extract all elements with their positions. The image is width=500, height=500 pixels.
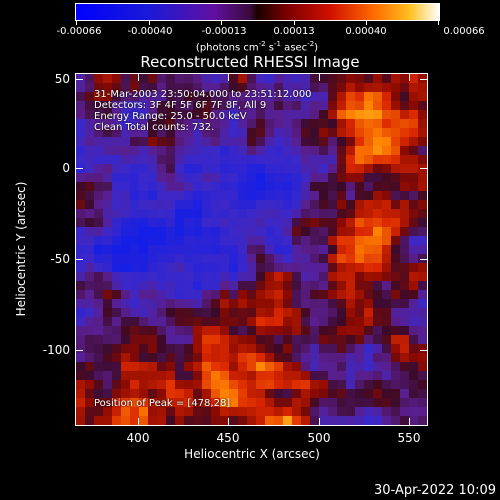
x-tick-label: 500 [307,431,331,445]
plot-timestamp: 30-Apr-2022 10:09 [374,483,496,498]
colorbar-tick-label: -0.00013 [201,26,247,37]
x-tick-label: 450 [216,431,240,445]
y-tick-label: 0 [62,161,70,175]
detectors-annotation: Detectors: 3F 4F 5F 6F 7F 8F, All 9 [94,100,267,111]
time-range-annotation: 31-Mar-2003 23:50:04.000 to 23:51:12.000 [94,89,312,100]
counts-annotation: Clean Total counts: 732. [94,122,215,133]
colorbar [75,3,440,21]
x-tick-label: 550 [397,431,421,445]
colorbar-tick-label: 0.00040 [345,26,387,37]
colorbar-gradient [76,4,439,20]
colorbar-tick-label: 0.00066 [443,26,485,37]
y-tick-label: -100 [42,343,70,357]
chart-title: Reconstructed RHESSI Image [140,53,360,71]
colorbar-tick-label: -0.00066 [56,26,102,37]
colorbar-tick-label: 0.00013 [273,26,315,37]
y-axis-label: Heliocentric Y (arcsec) [14,181,28,317]
colorbar-tick-label: -0.00040 [127,26,173,37]
heatmap-image [76,74,427,425]
y-tick-label: -50 [50,252,70,266]
energy-range-annotation: Energy Range: 25.0 - 50.0 keV [94,111,247,122]
peak-position-annotation: Position of Peak = [478,28] [94,398,231,409]
plot-area: 31-Mar-2003 23:50:04.000 to 23:51:12.000… [75,73,428,426]
y-tick-label: 50 [54,72,70,86]
x-tick-label: 400 [126,431,150,445]
x-axis-label: Heliocentric X (arcsec) [184,447,320,461]
colorbar-unit-label: (photons cm-2 s-1 asec-2) [195,40,319,54]
